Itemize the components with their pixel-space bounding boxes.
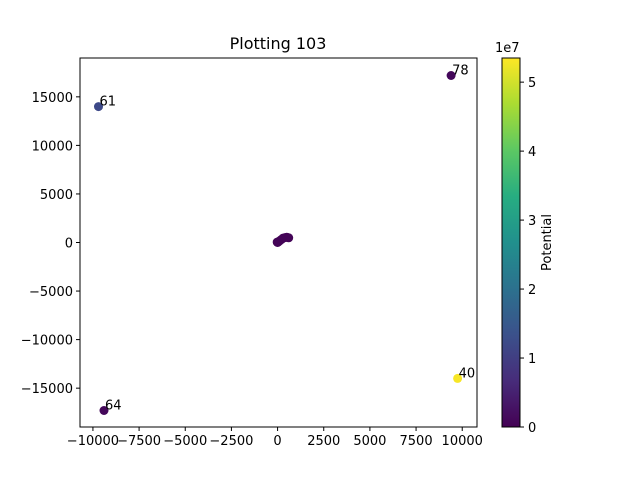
y-tick-label: −5000: [29, 285, 73, 300]
colorbar-tick-label: 3: [528, 214, 536, 229]
point-label: 40: [459, 366, 476, 381]
y-tick-label: 5000: [40, 188, 73, 203]
y-tick-label: 10000: [32, 139, 73, 154]
point-label: 61: [100, 95, 117, 110]
data-point: [284, 233, 294, 243]
colorbar-gradient: [501, 57, 521, 428]
point-label: 78: [452, 64, 469, 79]
y-tick-label: −15000: [21, 382, 73, 397]
data-point: [99, 406, 109, 415]
x-tick-label: −5000: [163, 434, 207, 449]
colorbar: 0 1 2 3 4 5 1e7 Potential: [495, 41, 555, 436]
y-tick-label: −10000: [21, 334, 73, 349]
y-tick-label: 15000: [32, 91, 73, 106]
x-tick-label: 2500: [307, 434, 340, 449]
y-tick-label: 0: [65, 237, 73, 252]
x-tick-label: 5000: [353, 434, 386, 449]
x-tick-label: 0: [273, 434, 281, 449]
data-point: [276, 235, 286, 245]
x-tick-label: 10000: [442, 434, 483, 449]
colorbar-label: Potential: [540, 214, 555, 271]
colorbar-tick-label: 5: [528, 76, 536, 91]
chart-title: Plotting 103: [230, 34, 327, 53]
colorbar-tick-label: 4: [528, 145, 536, 160]
x-tick-label: −7500: [117, 434, 161, 449]
x-tick-label: 7500: [400, 434, 433, 449]
point-label: 64: [105, 399, 122, 414]
data-point: [453, 373, 463, 383]
x-tick-label: −2500: [209, 434, 253, 449]
x-tick-label: −10000: [67, 434, 119, 449]
colorbar-exponent: 1e7: [495, 41, 520, 56]
colorbar-tick-label: 2: [528, 283, 536, 298]
colorbar-tick-label: 0: [528, 421, 536, 436]
colorbar-tick-label: 1: [528, 352, 536, 367]
data-point: [94, 102, 103, 112]
data-point: [446, 71, 456, 80]
